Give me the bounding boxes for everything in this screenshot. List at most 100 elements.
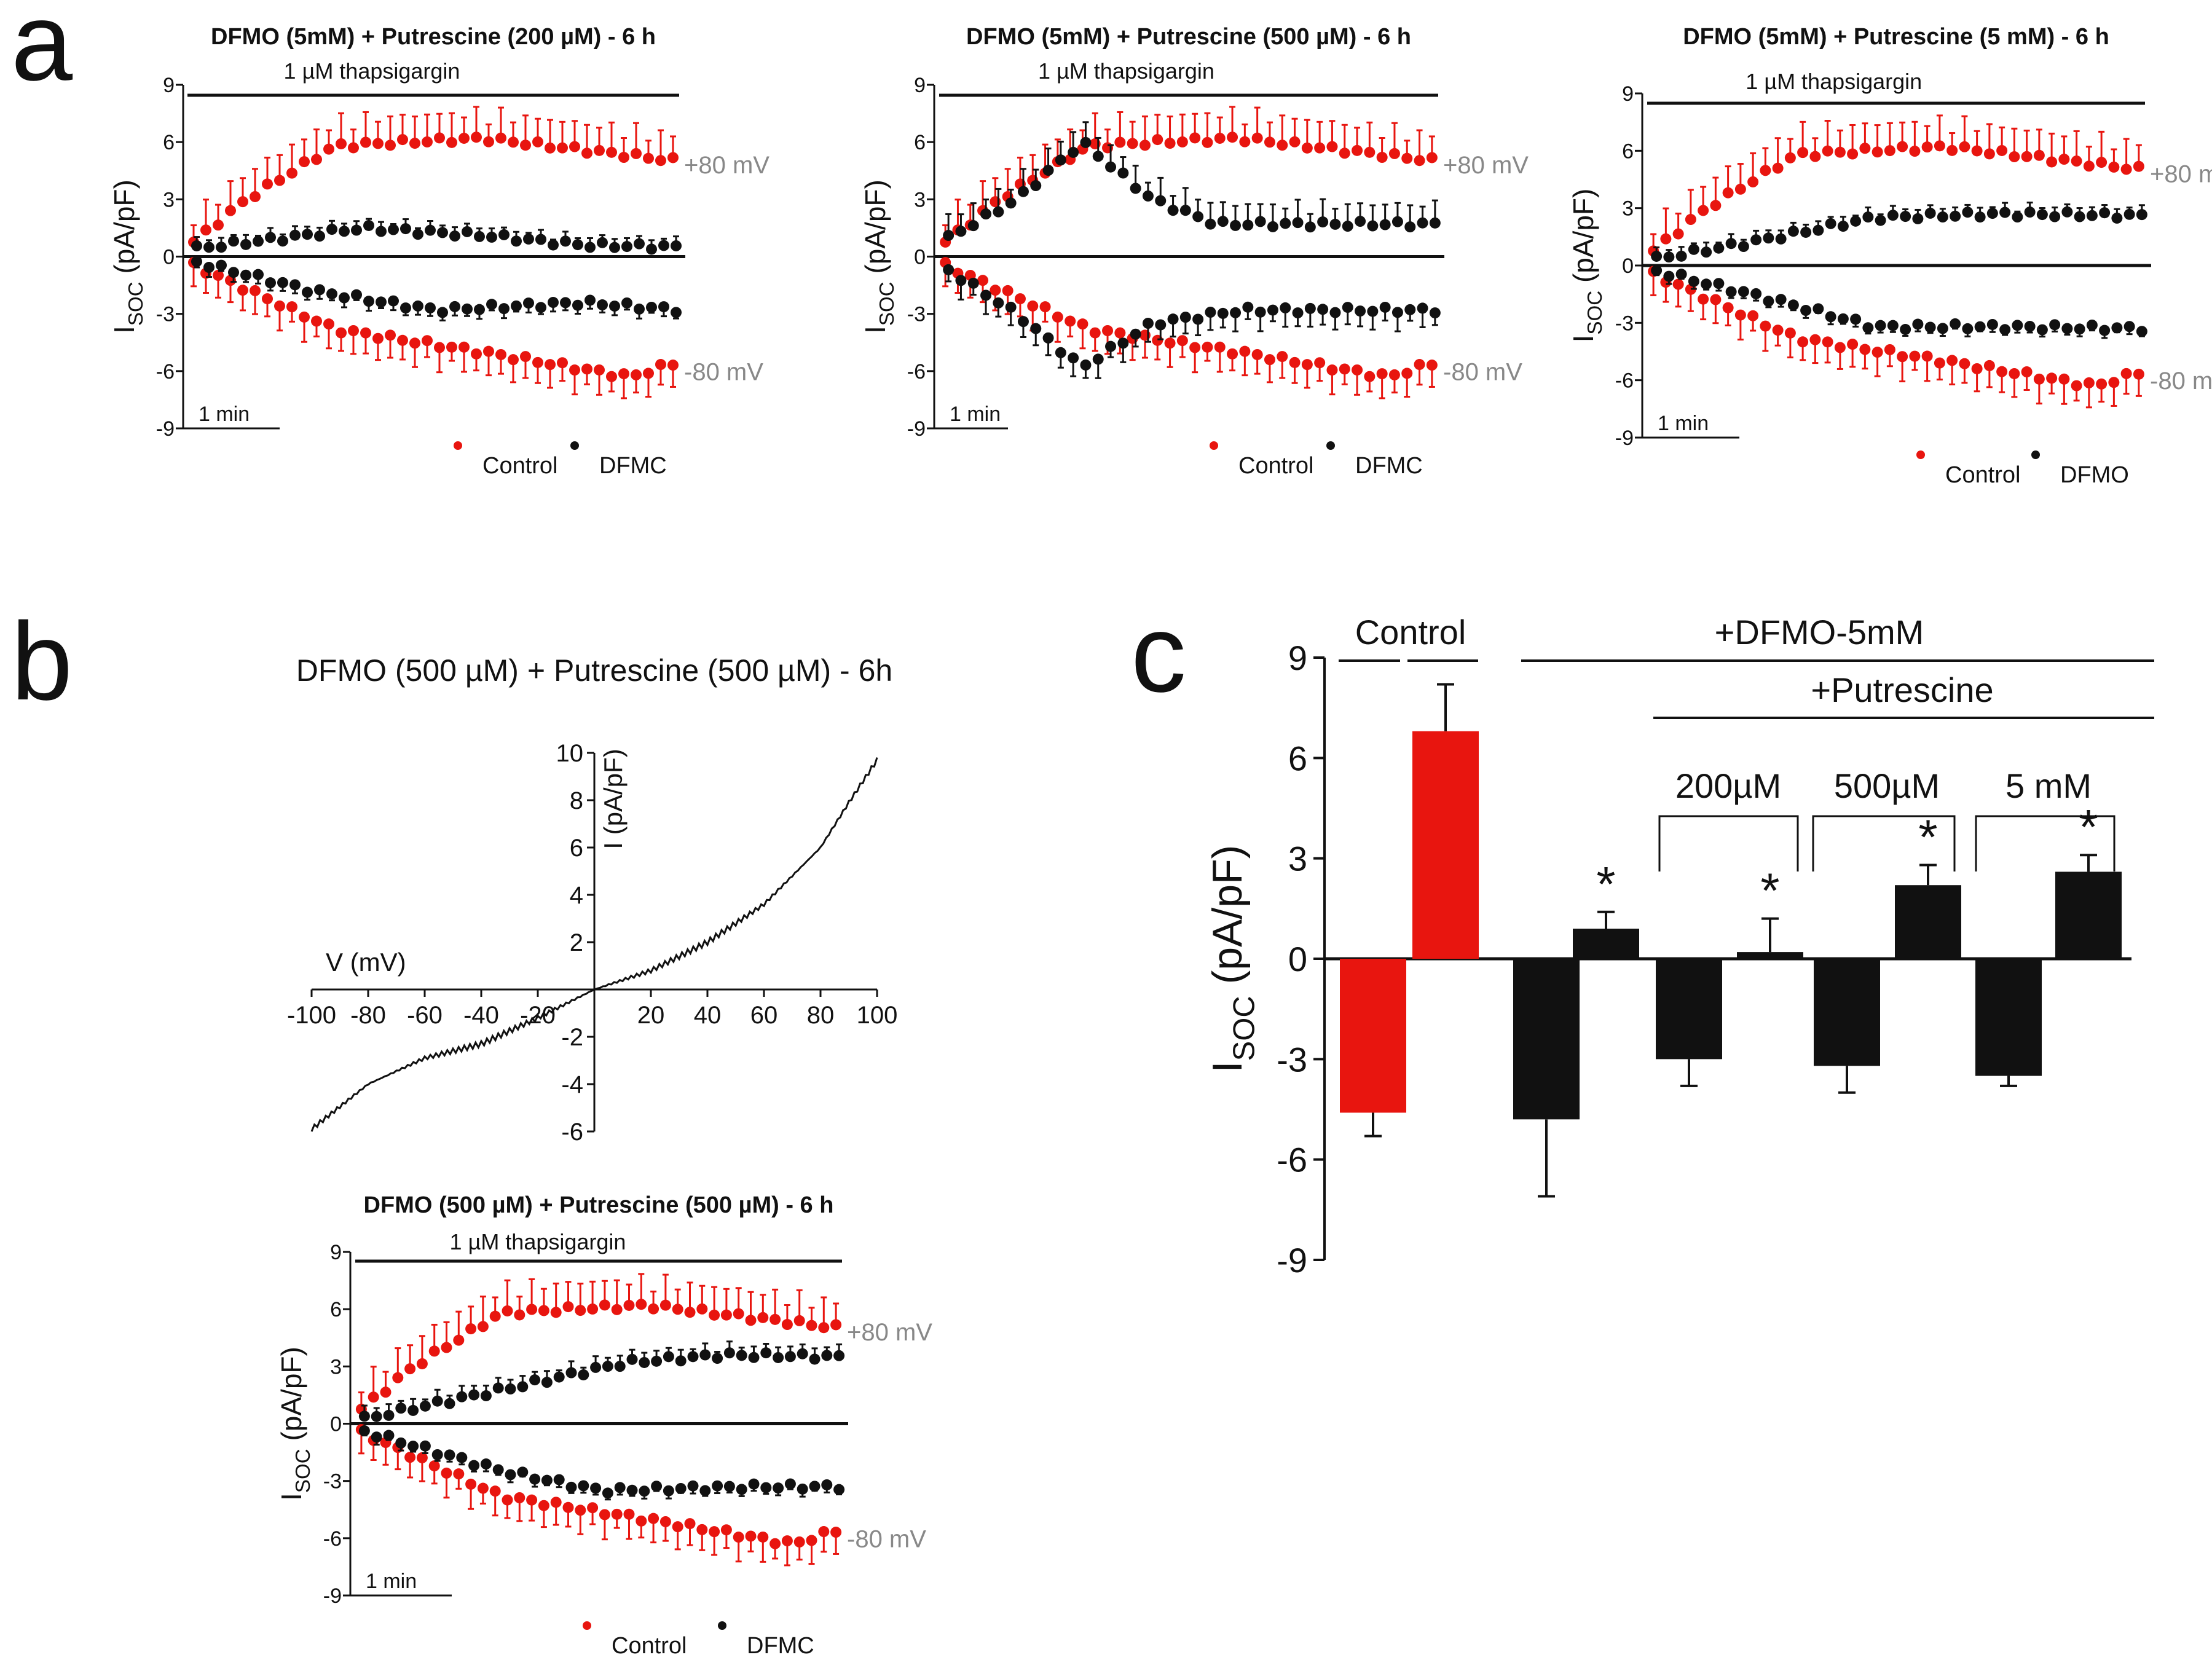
y-label-main: I bbox=[1567, 335, 1599, 343]
data-point bbox=[2061, 323, 2073, 334]
legend-control-label: Control bbox=[482, 453, 558, 479]
data-point bbox=[2074, 323, 2085, 335]
data-point bbox=[618, 152, 629, 163]
data-point bbox=[2058, 154, 2070, 165]
data-point bbox=[1784, 327, 1796, 339]
data-point bbox=[712, 1353, 723, 1364]
data-point bbox=[1688, 243, 1699, 255]
legend-control-label: Control bbox=[1238, 453, 1314, 479]
data-point bbox=[326, 224, 337, 235]
data-point bbox=[2120, 368, 2132, 379]
data-point bbox=[1102, 325, 1114, 337]
annotation-plus80: +80 mV bbox=[684, 152, 769, 179]
data-point bbox=[1813, 224, 1824, 236]
y-tick-label: -9 bbox=[156, 417, 175, 441]
data-point bbox=[446, 136, 457, 148]
data-point bbox=[1167, 313, 1179, 325]
data-point bbox=[1342, 302, 1353, 313]
bar bbox=[1412, 731, 1479, 959]
data-point bbox=[388, 224, 399, 235]
data-point bbox=[2111, 322, 2123, 334]
data-point bbox=[483, 345, 494, 357]
data-point bbox=[631, 369, 642, 380]
y-tick-label: 3 bbox=[330, 1355, 342, 1379]
data-point bbox=[1698, 205, 1709, 216]
data-point bbox=[833, 1350, 845, 1361]
data-point bbox=[456, 1452, 468, 1463]
data-point bbox=[286, 167, 297, 179]
y-tick-label: -6 bbox=[156, 360, 175, 384]
y-tick-label: 4 bbox=[570, 882, 583, 909]
data-point bbox=[529, 1374, 541, 1386]
data-point bbox=[1068, 352, 1079, 364]
data-point bbox=[541, 1474, 553, 1486]
data-point bbox=[535, 234, 546, 245]
data-point bbox=[623, 1508, 635, 1520]
data-point bbox=[1872, 347, 1883, 358]
data-point bbox=[1055, 347, 1066, 358]
y-label-unit: (pA/pF) bbox=[108, 179, 140, 281]
data-point bbox=[1314, 142, 1326, 154]
data-point bbox=[505, 1469, 516, 1481]
group-label-dose: 200µM bbox=[1675, 766, 1781, 805]
data-point bbox=[1834, 342, 1846, 353]
data-point bbox=[502, 1494, 513, 1506]
data-point bbox=[1660, 233, 1672, 245]
annotation-plus80: +80 mV bbox=[2150, 160, 2212, 187]
data-point bbox=[404, 1452, 416, 1463]
data-point bbox=[1946, 144, 1958, 156]
data-point bbox=[250, 191, 261, 202]
data-series bbox=[188, 106, 682, 399]
bar bbox=[1656, 959, 1722, 1060]
data-point bbox=[1651, 265, 1663, 277]
data-point bbox=[1127, 138, 1138, 149]
data-point bbox=[1052, 311, 1063, 323]
y-tick-label: -3 bbox=[1615, 312, 1634, 335]
data-point bbox=[663, 1351, 674, 1363]
data-point bbox=[1429, 217, 1441, 229]
data-point bbox=[1921, 141, 1933, 153]
data-point bbox=[2009, 368, 2020, 379]
data-point bbox=[2036, 324, 2048, 336]
data-point bbox=[943, 230, 954, 242]
y-label-sub: SOC bbox=[292, 1449, 315, 1493]
y-label-unit: (pA/pF) bbox=[1567, 189, 1599, 291]
data-point bbox=[1042, 165, 1054, 176]
data-point bbox=[584, 294, 596, 306]
data-point bbox=[709, 1309, 720, 1321]
data-point bbox=[1772, 325, 1784, 336]
y-axis-label: ISOC (pA/pF) bbox=[108, 179, 148, 334]
data-point bbox=[1688, 275, 1699, 287]
y-tick-label: 0 bbox=[1288, 940, 1307, 978]
annotation-plus80: +80 mV bbox=[1443, 152, 1529, 179]
data-point bbox=[514, 1492, 525, 1504]
x-tick-label: 80 bbox=[807, 1002, 835, 1029]
data-point bbox=[412, 300, 423, 312]
data-point bbox=[1205, 306, 1216, 318]
data-point bbox=[639, 1356, 650, 1368]
data-point bbox=[2108, 377, 2120, 388]
data-point bbox=[655, 155, 666, 167]
data-point bbox=[606, 146, 617, 158]
data-point bbox=[360, 136, 371, 148]
data-point bbox=[621, 241, 632, 253]
data-point bbox=[809, 1353, 821, 1365]
data-point bbox=[360, 327, 371, 339]
data-point bbox=[526, 1304, 538, 1315]
data-point bbox=[517, 1466, 529, 1478]
data-point bbox=[1230, 219, 1242, 231]
data-point bbox=[602, 1487, 613, 1499]
data-point bbox=[1787, 299, 1799, 311]
data-point bbox=[1355, 216, 1366, 227]
data-point bbox=[425, 302, 436, 313]
data-point bbox=[213, 270, 224, 281]
data-point bbox=[363, 296, 374, 307]
y-tick-label: 8 bbox=[570, 787, 583, 814]
y-tick-label: 3 bbox=[1622, 197, 1634, 221]
y-label-main: I bbox=[108, 326, 140, 334]
data-point bbox=[336, 327, 347, 339]
data-point bbox=[1909, 146, 1921, 157]
data-point bbox=[709, 1526, 720, 1538]
data-point bbox=[523, 233, 534, 245]
data-point bbox=[323, 318, 334, 330]
